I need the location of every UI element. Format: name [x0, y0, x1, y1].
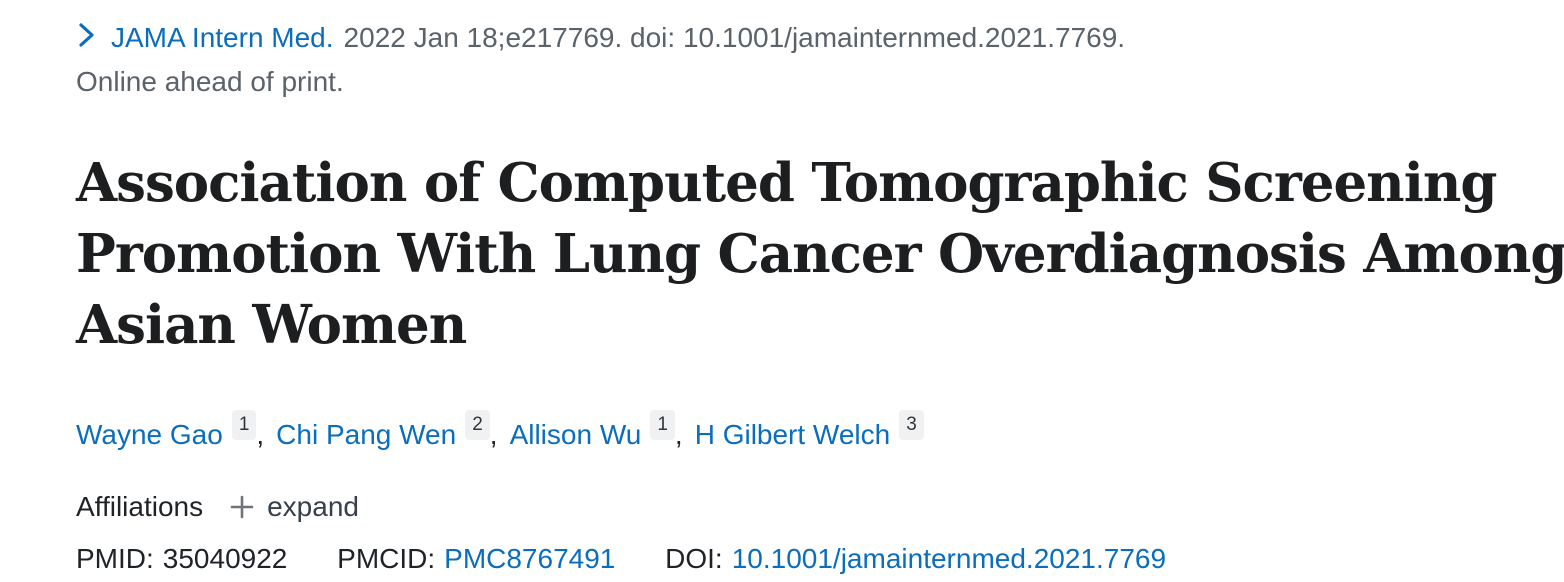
page-title: Association of Computed Tomographic Scre…: [76, 148, 1564, 361]
expand-affiliations-button[interactable]: expand: [229, 485, 359, 529]
affiliations-row: Affiliations expand: [76, 485, 1504, 529]
title-line: Promotion With Lung Cancer Overdiagnosis…: [76, 223, 1564, 285]
pmid-value: 35040922: [162, 543, 288, 574]
pmid-label: PMID:: [76, 543, 154, 574]
affiliation-badge[interactable]: 1: [231, 410, 257, 440]
author-link[interactable]: Allison Wu: [509, 419, 642, 450]
identifiers-row: PMID: 35040922 PMCID: PMC8767491 DOI: 10.10…: [76, 537, 1504, 581]
citation-line: JAMA Intern Med. 2022 Jan 18;e217769. doi…: [76, 16, 1504, 60]
title-line: Asian Women: [76, 294, 467, 356]
doi-label: DOI:: [665, 543, 723, 574]
affiliation-badge[interactable]: 3: [899, 410, 924, 440]
ahead-of-print-text: Online ahead of print.: [76, 66, 344, 97]
plus-icon: [229, 494, 255, 520]
affiliation-badge[interactable]: 2: [465, 410, 490, 440]
author-link[interactable]: Chi Pang Wen: [276, 419, 457, 450]
author-separator: ,: [489, 419, 498, 450]
pmcid-label: PMCID:: [337, 543, 436, 574]
author-separator: ,: [674, 419, 683, 450]
doi-link[interactable]: 10.1001/jamainternmed.2021.7769: [731, 543, 1167, 574]
affiliation-badge[interactable]: 1: [650, 410, 675, 440]
doi-segment: DOI: 10.1001/jamainternmed.2021.7769: [665, 543, 1166, 574]
author-link[interactable]: H Gilbert Welch: [694, 419, 891, 450]
author-separator: ,: [256, 419, 265, 450]
citation-details: 2022 Jan 18;e217769. doi: 10.1001/jamain…: [343, 22, 1126, 53]
chevron-right-icon[interactable]: [76, 20, 97, 50]
affiliations-label: Affiliations: [76, 491, 204, 522]
pmid-segment: PMID: 35040922: [76, 543, 287, 574]
title-line: Association of Computed Tomographic Scre…: [76, 152, 1497, 214]
journal-link[interactable]: JAMA Intern Med.: [111, 22, 334, 53]
expand-label: expand: [267, 491, 359, 522]
authors-row: Wayne Gao 1, Chi Pang Wen 2, Allison Wu 1, H G…: [76, 410, 1504, 455]
author-link[interactable]: Wayne Gao: [76, 419, 223, 450]
pmcid-segment: PMCID: PMC8767491: [337, 543, 615, 574]
pmcid-link[interactable]: PMC8767491: [444, 543, 616, 574]
